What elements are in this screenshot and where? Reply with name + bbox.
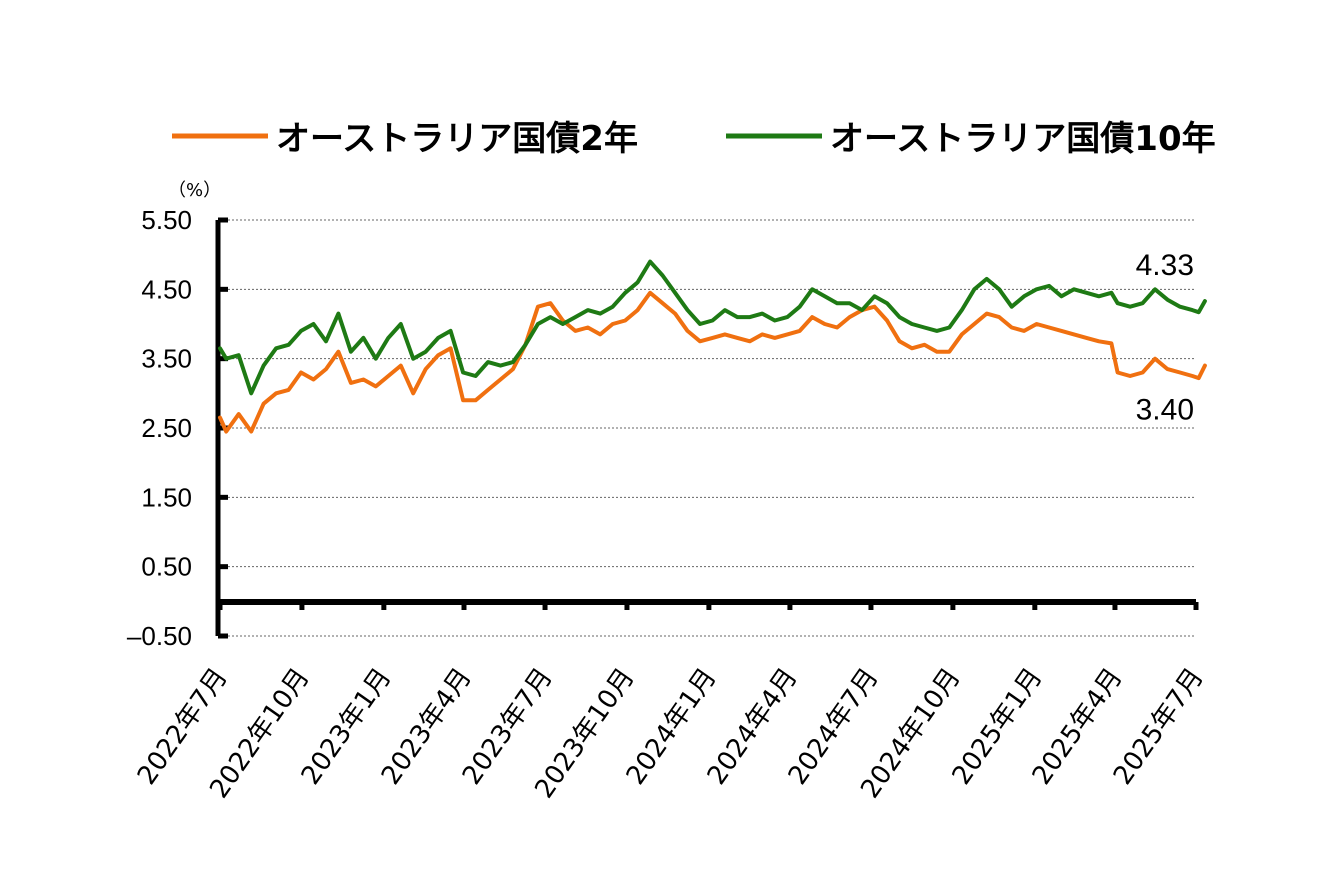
end-labels: 3.40 4.33 [1136, 249, 1194, 426]
axes [215, 217, 1199, 639]
y-unit-label: （%） [168, 180, 221, 201]
end-value-label-10y: 4.33 [1136, 249, 1194, 282]
y-tick-label: 1.50 [141, 482, 192, 512]
series [218, 259, 1207, 434]
grid [220, 219, 1196, 637]
legend: オーストラリア国債2年 オーストラリア国債10年 [172, 119, 1216, 159]
end-value-label-2y: 3.40 [1136, 394, 1194, 427]
x-tick-labels: 2022年7月2022年10月2023年1月2023年4月2023年7月2023… [132, 663, 1210, 804]
y-tick-label: –0.50 [127, 621, 192, 651]
legend-label-10y: オーストラリア国債10年 [830, 119, 1216, 159]
series-line-2y [218, 290, 1207, 434]
y-tick-label: 4.50 [141, 274, 192, 304]
y-tick-label: 3.50 [141, 344, 192, 374]
y-tick-label: 0.50 [141, 552, 192, 582]
legend-label-2y: オーストラリア国債2年 [276, 119, 638, 159]
y-tick-label: 2.50 [141, 413, 192, 443]
y-tick-label: 5.50 [141, 205, 192, 235]
series-line-10y [218, 259, 1207, 396]
y-tick-labels: 5.50 4.50 3.50 2.50 1.50 0.50 –0.50 [127, 205, 192, 651]
